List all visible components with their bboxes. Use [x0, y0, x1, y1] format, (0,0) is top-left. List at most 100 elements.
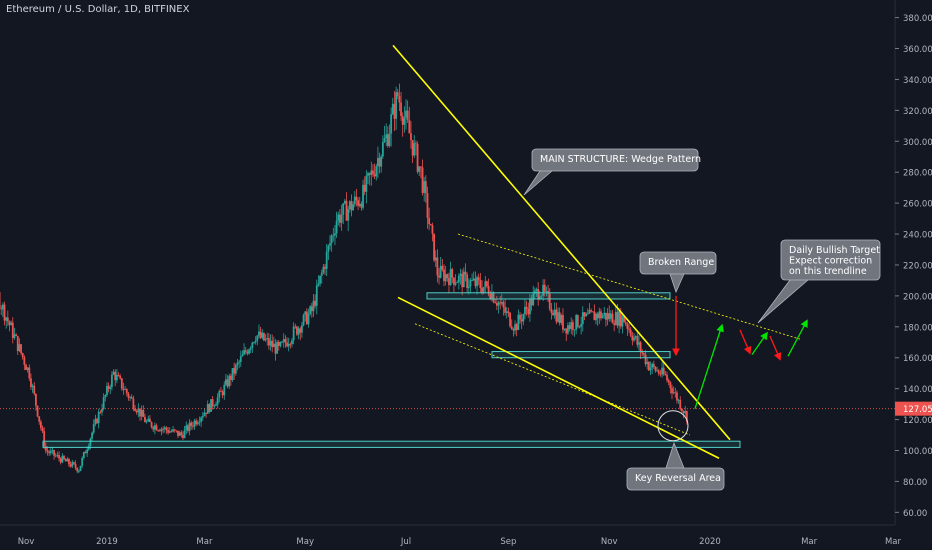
candle-body [125, 389, 128, 394]
candle-body [358, 203, 361, 206]
candle-body [606, 313, 609, 320]
candle-body [492, 292, 495, 303]
candle-body [631, 335, 634, 341]
candle-body [638, 342, 640, 345]
candle-body [314, 300, 317, 306]
candle-body [565, 328, 568, 334]
candle-body [548, 293, 551, 309]
candle-body [205, 412, 207, 414]
candle-body [266, 338, 269, 340]
candle-body [112, 371, 115, 375]
candle-body [150, 422, 153, 428]
bullish-up-arrow [694, 323, 724, 409]
callout-key-reversal: Key Reversal Area [626, 441, 725, 491]
candle-body [58, 454, 60, 459]
candle-body [684, 411, 687, 414]
candle-body [296, 326, 298, 335]
candle-body [66, 458, 69, 462]
callout-broken-range-box [639, 251, 717, 275]
candle-body [415, 143, 417, 145]
candle-body [515, 324, 518, 331]
candle-body [449, 269, 452, 286]
candle-body [3, 304, 6, 321]
candle-body [423, 181, 426, 193]
x-tick-label: Nov [18, 537, 35, 547]
candle-body [588, 309, 591, 314]
candle-body [324, 266, 326, 269]
candle-body [390, 114, 393, 134]
candle-body [291, 340, 293, 344]
candle-body [479, 280, 482, 288]
y-tick-label: 360.00 [903, 45, 932, 55]
x-tick-label: 2019 [96, 537, 118, 547]
candle-body [162, 428, 165, 430]
candle-body [263, 332, 265, 341]
candle-body [305, 311, 308, 325]
candle-body [188, 422, 191, 432]
candle-body [107, 385, 110, 389]
candle-body [525, 306, 528, 310]
candle-body [502, 301, 505, 308]
candle-body [477, 277, 480, 281]
x-tick-label: Mar [885, 537, 902, 547]
candle-body [667, 380, 670, 383]
wedge-lower-line [397, 296, 720, 459]
candle-body [532, 293, 535, 306]
candle-body [114, 371, 117, 381]
candle-body [613, 323, 616, 325]
candle-body [259, 331, 262, 338]
candle-body [537, 289, 540, 300]
candle-body [99, 411, 102, 413]
candle-body [664, 374, 667, 376]
candle-body [225, 379, 227, 385]
candle-body [609, 313, 612, 319]
candle-body [621, 316, 624, 327]
candle-body [28, 367, 31, 379]
y-tick-label: 300.00 [903, 138, 932, 148]
candle-body [550, 308, 553, 313]
candle-body [312, 300, 315, 312]
candle-body [416, 143, 419, 172]
candle-body [21, 353, 24, 358]
candle-body [317, 283, 320, 286]
candle-body [575, 315, 578, 330]
candle-body [643, 353, 645, 355]
candle-body [335, 220, 338, 234]
candle-body [191, 425, 194, 427]
candle-body [251, 342, 254, 348]
candle-body [319, 275, 321, 284]
candle-body [241, 354, 244, 357]
candle-body [77, 470, 80, 472]
candle-body [172, 429, 174, 432]
candle-body [201, 415, 204, 418]
bullish-up-arrow [751, 331, 768, 356]
candle-body [555, 309, 558, 322]
candle-body [681, 408, 683, 411]
candle-body [510, 326, 513, 330]
candle-body [135, 410, 138, 413]
candle-body [153, 425, 156, 430]
candle-body [573, 329, 576, 331]
candle-body [456, 282, 459, 284]
candle-body [446, 274, 449, 279]
y-tick-label: 120.00 [903, 416, 932, 426]
candle-body [649, 367, 652, 371]
candle-body [198, 421, 201, 423]
y-tick-label: 200.00 [903, 292, 932, 302]
candle-body [380, 156, 383, 167]
candle-body [677, 399, 680, 401]
y-tick-label: 340.00 [903, 76, 932, 86]
candle-body [43, 431, 46, 447]
candle-body [623, 316, 625, 323]
callout-key-reversal-pointer [665, 441, 685, 469]
y-tick-label: 160.00 [903, 354, 932, 364]
candle-body [421, 167, 424, 193]
candle-body [294, 326, 297, 328]
candle-body [585, 313, 587, 317]
candle-body [661, 367, 663, 375]
y-tick-label: 140.00 [903, 385, 932, 395]
candle-body [15, 334, 17, 336]
candle-body [426, 193, 429, 218]
